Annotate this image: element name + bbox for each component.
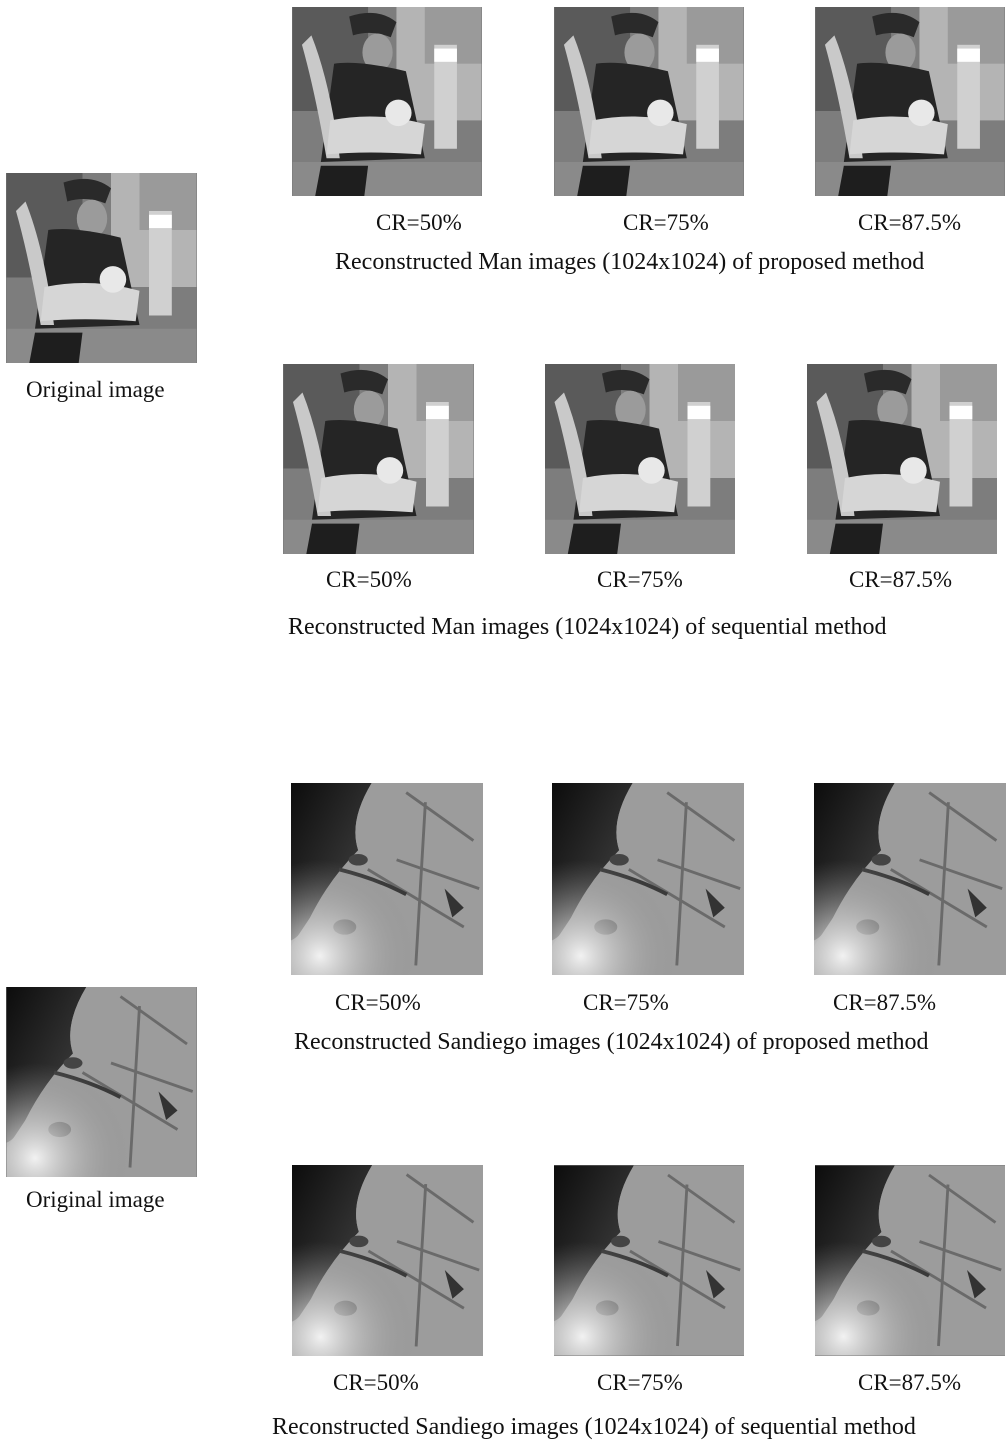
man-proposed-caption-cr50: CR=50%: [376, 210, 462, 235]
sandiego-sequential-caption-cr50: CR=50%: [333, 1370, 419, 1395]
man-sequential-caption-cr50: CR=50%: [326, 567, 412, 592]
sandiego-sequential-caption-cr75: CR=75%: [597, 1370, 683, 1395]
sandiego-proposed-caption-cr50: CR=50%: [335, 990, 421, 1015]
man-proposed-caption-cr875: CR=87.5%: [858, 210, 962, 235]
man-proposed-caption-cr75: CR=75%: [623, 210, 709, 235]
man-proposed-cr75-image: [554, 7, 744, 196]
sandiego-sequential-caption-cr875: CR=87.5%: [858, 1370, 962, 1395]
man-original-image: [6, 173, 197, 363]
sandiego-proposed-cr50-image: [291, 783, 483, 975]
sandiego-sequential-title: Reconstructed Sandiego images (1024x1024…: [272, 1414, 916, 1440]
man-sequential-cr875-image: [807, 364, 997, 554]
sandiego-sequential-cr875-image: [815, 1165, 1005, 1356]
man-proposed-cr875-image: [815, 7, 1005, 196]
man-sequential-cr50-image: [283, 364, 474, 554]
sandiego-proposed-title: Reconstructed Sandiego images (1024x1024…: [294, 1029, 929, 1055]
sandiego-proposed-caption-cr75: CR=75%: [583, 990, 669, 1015]
sandiego-sequential-cr50-image: [292, 1165, 483, 1356]
sandiego-proposed-cr875-image: [814, 783, 1006, 975]
man-proposed-title: Reconstructed Man images (1024x1024) of …: [335, 249, 925, 275]
man-proposed-cr50-image: [292, 7, 482, 196]
sandiego-original-caption: Original image: [26, 1187, 165, 1212]
man-sequential-cr75-image: [545, 364, 735, 554]
sandiego-proposed-caption-cr875: CR=87.5%: [833, 990, 937, 1015]
sandiego-original-image: [6, 987, 197, 1177]
man-original-caption: Original image: [26, 377, 165, 402]
man-sequential-title: Reconstructed Man images (1024x1024) of …: [288, 614, 887, 640]
sandiego-sequential-cr75-image: [554, 1165, 744, 1356]
man-sequential-caption-cr75: CR=75%: [597, 567, 683, 592]
sandiego-proposed-cr75-image: [552, 783, 744, 975]
man-sequential-caption-cr875: CR=87.5%: [849, 567, 953, 592]
